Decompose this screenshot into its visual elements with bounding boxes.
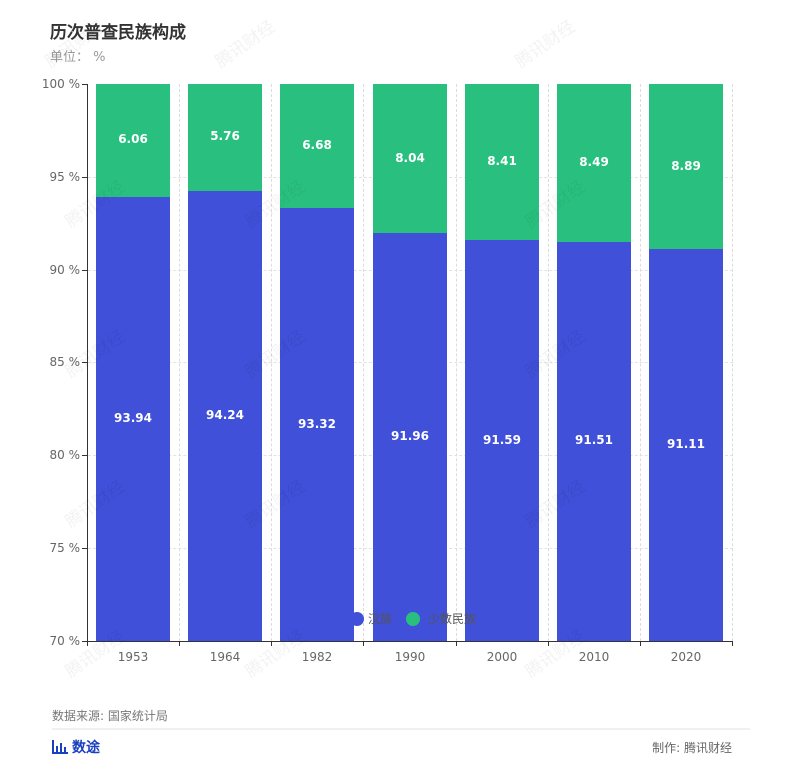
v-gridline — [640, 84, 641, 641]
footer-divider — [52, 728, 750, 730]
y-axis-line — [87, 84, 88, 641]
bar-value-label: 5.76 — [210, 129, 240, 144]
bar-value-label: 93.94 — [114, 410, 152, 425]
bar-value-label: 91.51 — [575, 433, 613, 448]
credit-text: 制作: 腾讯财经 — [652, 741, 732, 755]
y-tick-label: 95 % — [49, 170, 81, 184]
x-tick-mark — [179, 641, 180, 646]
v-gridline — [179, 84, 180, 641]
x-tick-mark — [732, 641, 733, 646]
bar-value-label: 91.59 — [483, 432, 521, 447]
x-tick-mark — [640, 641, 641, 646]
bar-minority-2000[interactable] — [465, 84, 539, 241]
x-tick-label: 1964 — [209, 650, 241, 664]
bar-minority-2020[interactable] — [649, 84, 723, 250]
brand-logo[interactable]: 数途 — [52, 737, 100, 757]
bar-minority-2010[interactable] — [557, 84, 631, 242]
bar-value-label: 6.68 — [302, 138, 332, 152]
legend-item-minority[interactable]: 少数民族 — [406, 610, 476, 627]
bar-value-label: 91.11 — [667, 437, 705, 452]
bar-value-label: 94.24 — [206, 407, 244, 422]
bar-value-label: 93.32 — [298, 416, 336, 431]
bar-han-2020[interactable] — [649, 249, 723, 641]
legend-label: 少数民族 — [428, 612, 477, 626]
bar-han-1953[interactable] — [96, 196, 170, 641]
y-tick-mark — [82, 641, 87, 642]
bar-minority-1964[interactable] — [188, 84, 262, 191]
bar-minority-1982[interactable] — [280, 84, 354, 209]
bar-value-label: 8.41 — [487, 154, 517, 169]
bar-minority-1953[interactable] — [96, 84, 170, 197]
bar-han-1964[interactable] — [188, 190, 262, 641]
bar-value-label: 91.96 — [391, 429, 429, 444]
bar-value-label: 8.04 — [395, 150, 425, 165]
legend-item-han[interactable]: 汉族 — [350, 610, 392, 627]
y-tick-mark — [82, 84, 87, 85]
y-tick-mark — [82, 270, 87, 271]
v-gridline — [456, 84, 457, 641]
bar-han-1990[interactable] — [373, 233, 447, 641]
y-tick-mark — [82, 455, 87, 456]
chart-legend: 汉族 少数民族 — [350, 610, 490, 627]
y-tick-label: 75 % — [49, 541, 81, 555]
legend-marker-icon — [350, 611, 364, 626]
x-tick-label: 2010 — [578, 650, 610, 664]
x-tick-label: 1990 — [394, 650, 426, 664]
bar-value-label: 8.89 — [671, 158, 701, 173]
bar-value-label: 6.06 — [118, 132, 148, 147]
x-tick-mark — [87, 641, 88, 646]
x-tick-label: 2000 — [486, 650, 518, 664]
brand-name: 数途 — [72, 740, 100, 756]
legend-label: 汉族 — [368, 612, 393, 626]
chart-unit: 单位： % — [50, 50, 106, 65]
x-tick-label: 2020 — [670, 650, 702, 664]
x-tick-mark — [271, 641, 272, 646]
y-tick-mark — [82, 362, 87, 363]
v-gridline — [732, 84, 733, 641]
x-tick-mark — [456, 641, 457, 646]
data-source: 数据来源: 国家统计局 — [52, 709, 168, 723]
chart-title: 历次普查民族构成 — [50, 23, 186, 43]
y-tick-label: 70 % — [49, 634, 81, 648]
y-tick-label: 100 % — [41, 77, 80, 91]
bar-han-2010[interactable] — [557, 241, 631, 641]
chart-plot-area: 100 % 95 % 90 % 85 % 80 % 75 % 70 % 93.9… — [41, 77, 733, 664]
bar-han-1982[interactable] — [280, 208, 354, 641]
legend-marker-icon — [406, 611, 421, 626]
bar-value-label: 8.49 — [579, 154, 609, 169]
y-tick-mark — [82, 177, 87, 178]
y-tick-label: 85 % — [49, 355, 81, 369]
x-tick-mark — [548, 641, 549, 646]
y-tick-label: 90 % — [49, 263, 81, 277]
x-tick-label: 1953 — [117, 650, 149, 664]
bar-minority-1990[interactable] — [373, 84, 447, 234]
y-tick-mark — [82, 548, 87, 549]
bar-chart-icon — [52, 740, 68, 754]
v-gridline — [271, 84, 272, 641]
v-gridline — [548, 84, 549, 641]
x-axis-line — [87, 641, 733, 642]
v-gridline — [363, 84, 364, 641]
y-tick-label: 80 % — [49, 448, 81, 462]
bar-han-2000[interactable] — [465, 240, 539, 641]
x-tick-label: 1982 — [301, 650, 333, 664]
x-tick-mark — [363, 641, 364, 646]
